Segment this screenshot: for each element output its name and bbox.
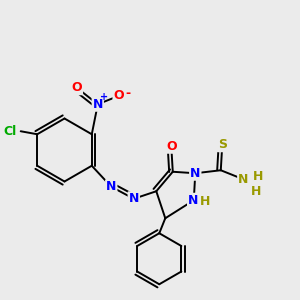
- Text: -: -: [126, 87, 131, 100]
- Text: O: O: [113, 89, 124, 102]
- Text: H: H: [253, 170, 263, 183]
- Text: S: S: [218, 138, 227, 151]
- Text: H: H: [200, 195, 210, 208]
- Text: N: N: [129, 192, 139, 205]
- Text: N: N: [106, 180, 116, 193]
- Text: N: N: [93, 98, 103, 111]
- Text: N: N: [190, 167, 200, 180]
- Text: H: H: [251, 185, 261, 198]
- Text: +: +: [100, 92, 108, 102]
- Text: N: N: [188, 194, 198, 207]
- Text: O: O: [166, 140, 177, 153]
- Text: N: N: [238, 173, 248, 186]
- Text: Cl: Cl: [4, 125, 17, 138]
- Text: O: O: [71, 81, 82, 94]
